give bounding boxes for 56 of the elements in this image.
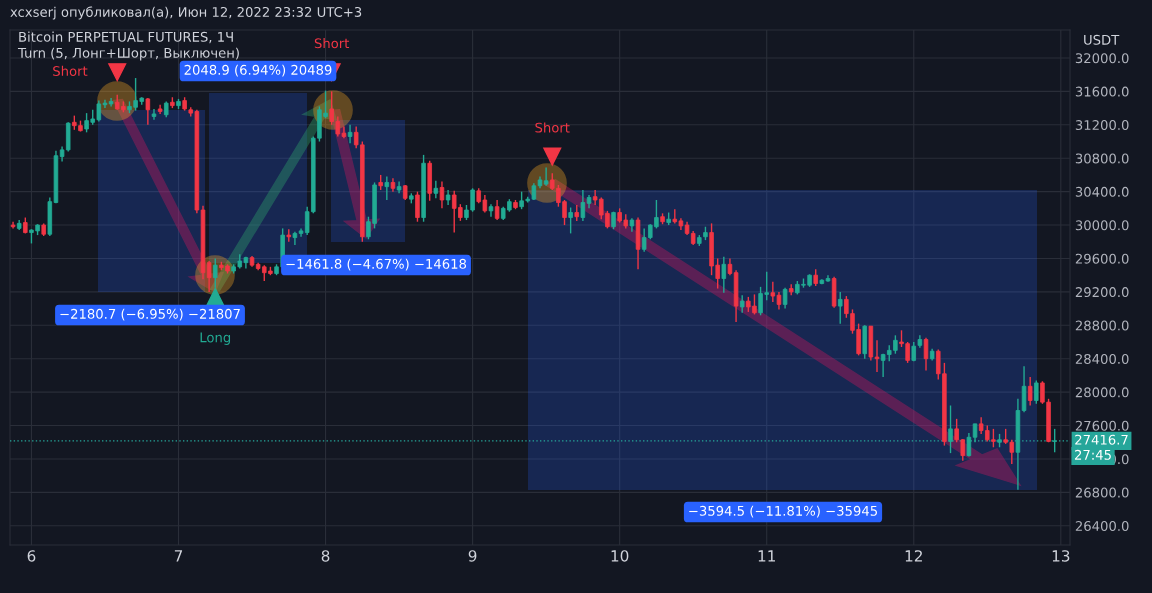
- candlestick: [782, 287, 788, 310]
- x-tick-label: 10: [611, 550, 629, 562]
- candlestick: [415, 190, 420, 223]
- y-tick-label: 30400.0: [1075, 186, 1129, 197]
- candlestick: [874, 339, 880, 373]
- x-tick-label: 8: [321, 550, 330, 562]
- y-tick-label: 32000.0: [1075, 53, 1129, 64]
- y-tick-label: 27600.0: [1075, 420, 1129, 431]
- chart-title: Bitcoin PERPETUAL FUTURES, 1Ч: [19, 31, 233, 44]
- x-tick-label: 12: [905, 550, 922, 562]
- annotation: 2048.9 (6.94%) 20489: [184, 64, 332, 77]
- x-tick-label: 9: [468, 550, 477, 562]
- y-tick-label: 30000.0: [1075, 220, 1129, 231]
- candlestick: [837, 291, 843, 325]
- annotation: Long: [200, 332, 231, 345]
- candlestick: [347, 124, 353, 144]
- candlestick: [384, 175, 390, 201]
- annotation: Short: [314, 38, 350, 49]
- text: xcxserj опубликовал(а), Июн 12, 2022 23:32 UTC+3: [10, 6, 362, 20]
- y-tick-label: 29200.0: [1075, 287, 1129, 298]
- candlestick: [1027, 376, 1033, 407]
- candlestick: [151, 108, 157, 121]
- candlestick: [568, 206, 573, 235]
- candlestick: [972, 423, 978, 443]
- y-tick-label: 28000.0: [1075, 387, 1129, 398]
- candlestick: [543, 166, 549, 187]
- annotation: −2180.7 (−6.95%) −21807: [60, 308, 240, 321]
- x-tick-label: 6: [27, 550, 36, 562]
- candlestick: [439, 180, 445, 210]
- candlestick: [1052, 428, 1057, 453]
- y-tick-label: 31600.0: [1075, 86, 1129, 97]
- x-tick-label: 7: [174, 550, 183, 562]
- annotation: Short: [535, 122, 570, 133]
- candlestick: [1034, 379, 1039, 405]
- x-tick-label: 11: [758, 550, 776, 562]
- annotation: −1461.8 (−4.67%) −14618: [286, 258, 467, 271]
- text: 27:45: [1074, 449, 1111, 460]
- candlestick: [206, 260, 212, 293]
- text: Turn (5, Лонг+Шорт, Выключен): [17, 47, 239, 61]
- candlestick: [580, 189, 586, 222]
- annotation: −3594.5 (−11.81%) −35945: [689, 505, 877, 518]
- candlestick: [145, 97, 151, 126]
- candlestick: [721, 256, 727, 294]
- y-tick-label: 29600.0: [1075, 253, 1129, 264]
- candlestick: [433, 180, 439, 200]
- y-tick-label: 26800.0: [1075, 487, 1129, 498]
- y-tick-label: 28800.0: [1075, 320, 1129, 331]
- y-tick-label: 30800.0: [1075, 153, 1129, 164]
- x-tick-label: 13: [1052, 550, 1070, 562]
- y-tick-label: 28400.0: [1075, 353, 1129, 364]
- candlestick: [494, 199, 500, 221]
- y-tick-label: 31200.0: [1075, 120, 1129, 131]
- ref-line-label: 27416.7: [1075, 434, 1128, 445]
- y-axis-title: USDT: [1084, 34, 1120, 45]
- y-tick-label: 26400.0: [1075, 521, 1129, 531]
- annotation: Short: [53, 65, 88, 77]
